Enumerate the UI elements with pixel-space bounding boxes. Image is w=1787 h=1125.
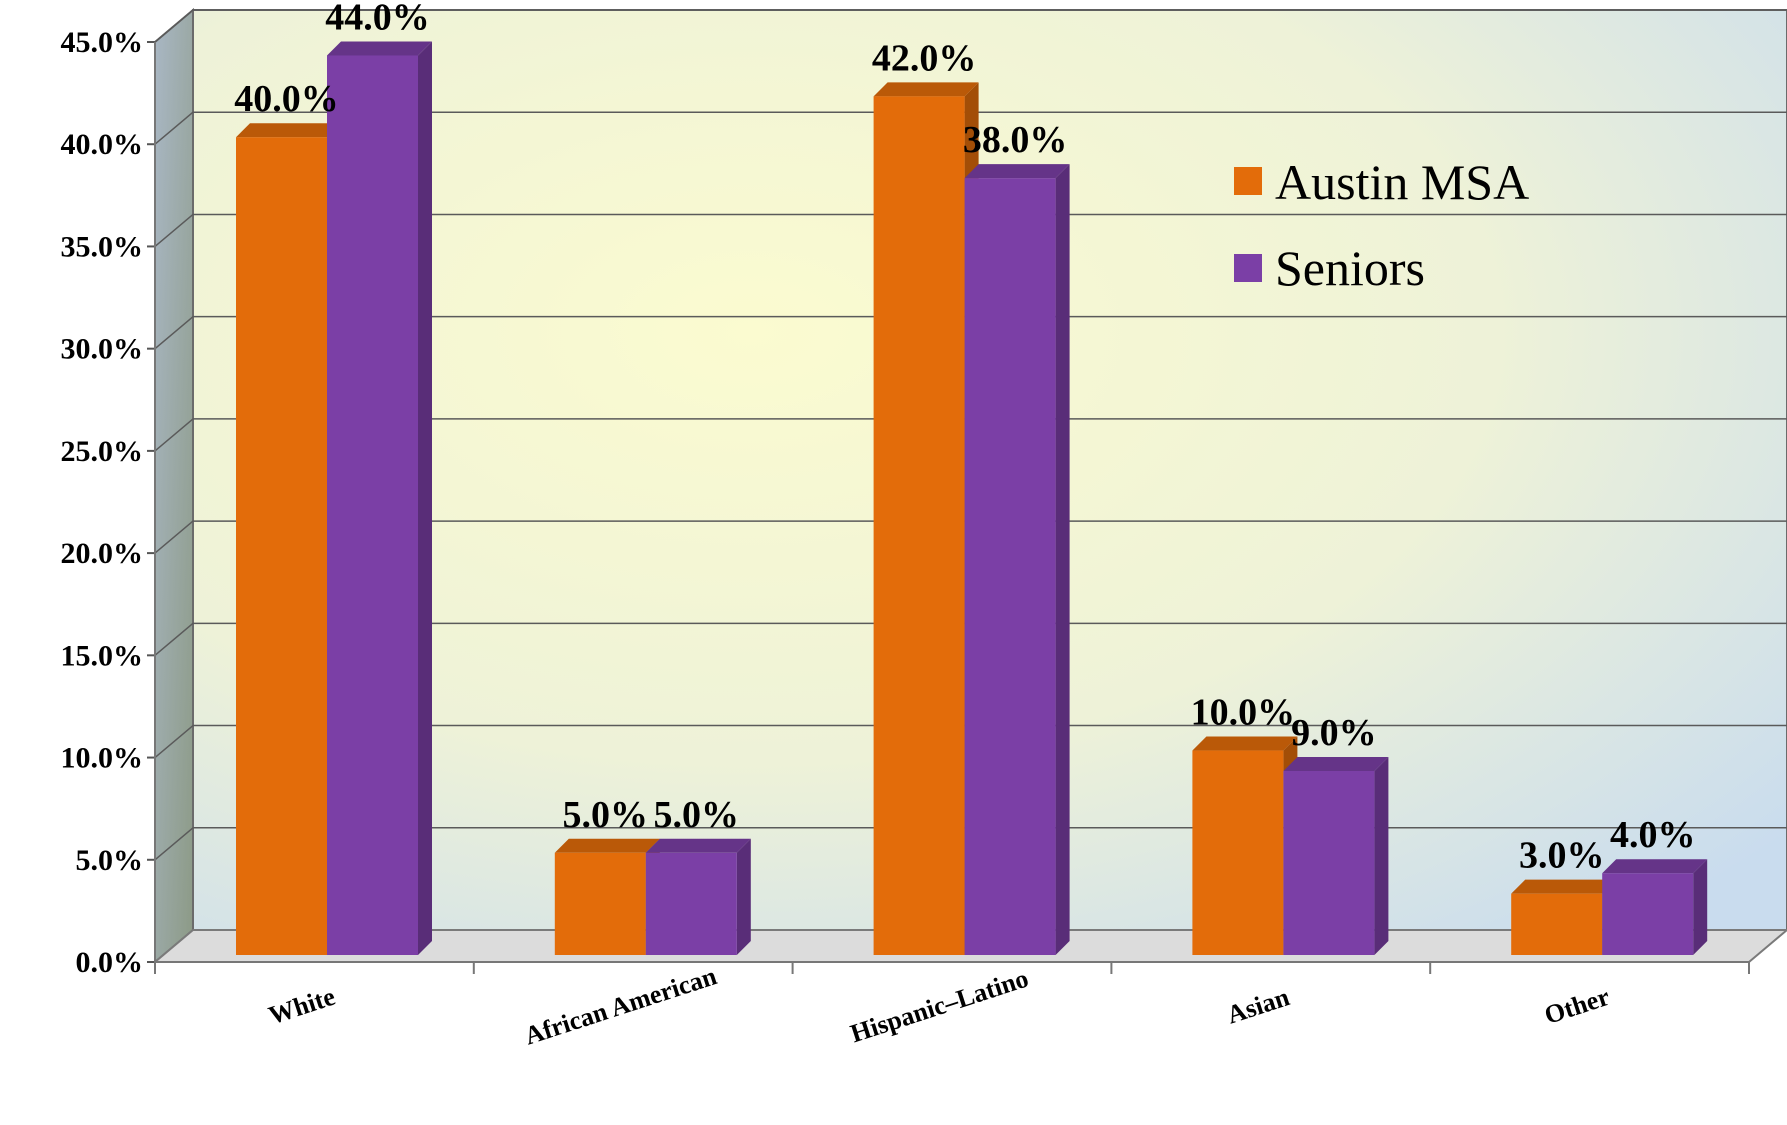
data-label: 3.0% — [1519, 835, 1605, 877]
bar-top-face — [645, 838, 751, 853]
data-label: 9.0% — [1291, 712, 1377, 754]
y-tick-label: 40.0% — [61, 128, 144, 161]
bar-seniors — [964, 164, 1070, 956]
bar-front-face — [1283, 771, 1375, 955]
x-category-label: Hispanic–Latino — [847, 964, 1032, 1049]
data-labels: 40.0% 44.0% 5.0% 5.0% 42.0% 38.0% 10.0%9.0% 3.0… — [234, 0, 1695, 877]
bar-front-face — [554, 852, 646, 955]
legend: Austin MSA Seniors — [1234, 154, 1529, 296]
bar-front-face — [964, 178, 1056, 956]
legend-label-austin-msa: Austin MSA — [1275, 154, 1529, 210]
plot-side-wall — [154, 7, 194, 965]
y-tick-label: 30.0% — [61, 333, 144, 366]
x-axis: White African American Hispanic–Latino Asia… — [154, 961, 1750, 1051]
bar-seniors — [327, 41, 432, 955]
data-label: 38.0% — [963, 119, 1068, 161]
bar-side-face — [1693, 859, 1708, 955]
bar-side-face — [736, 838, 751, 955]
bar-side-face — [1374, 757, 1389, 955]
bar-front-face — [645, 852, 737, 955]
bar-top-face — [1192, 736, 1298, 751]
bar-front-face — [1511, 893, 1603, 955]
bar-top-face — [554, 838, 660, 853]
gridline-side — [154, 111, 194, 145]
gridline-side — [154, 316, 194, 350]
bar-austin-msa — [1192, 736, 1298, 955]
bar-top-face — [236, 123, 341, 138]
y-tick-label: 35.0% — [61, 230, 144, 263]
bar-top-face — [873, 82, 979, 97]
data-label: 4.0% — [1610, 814, 1696, 856]
y-tick-label: 5.0% — [76, 844, 144, 877]
x-category-label: White — [265, 982, 339, 1031]
gridline-side — [154, 622, 194, 656]
bars — [236, 41, 1708, 956]
data-label: 42.0% — [872, 37, 977, 79]
bar-top-face — [1511, 879, 1617, 894]
bar-top-face — [964, 164, 1070, 179]
bar-side-face — [1055, 164, 1070, 956]
y-tick-label: 10.0% — [61, 742, 144, 775]
y-tick-label: 0.0% — [76, 946, 144, 979]
bar-front-face — [1602, 873, 1694, 955]
x-category-label: Asian — [1223, 982, 1293, 1029]
bar-front-face — [236, 137, 327, 955]
x-category-label: African American — [521, 961, 721, 1051]
bar-front-face — [873, 96, 965, 956]
bar-seniors — [1602, 859, 1708, 955]
x-category-label: Other — [1541, 982, 1613, 1030]
gridline-side — [154, 9, 194, 43]
data-label: 5.0% — [563, 794, 649, 836]
bar-front-face — [327, 55, 418, 955]
bar-austin-msa — [236, 123, 341, 955]
gridline-side — [154, 724, 194, 759]
data-label: 44.0% — [325, 0, 430, 38]
bar-seniors — [645, 838, 751, 955]
bar-side-face — [418, 41, 432, 955]
bar-top-face — [1602, 859, 1708, 874]
gridline-side — [154, 418, 194, 452]
gridline-side — [154, 520, 194, 554]
bar-austin-msa — [554, 838, 660, 955]
legend-label-seniors: Seniors — [1275, 240, 1425, 296]
y-axis: 0.0% 5.0% 10.0% 15.0% 20.0% 25.0% 30.0% 35.0% 40… — [61, 26, 156, 979]
bar-front-face — [1192, 750, 1284, 955]
gridline-side — [154, 827, 194, 861]
bar-top-face — [327, 41, 432, 56]
bar-seniors — [1283, 757, 1389, 955]
bar-austin-msa — [873, 82, 979, 956]
data-label: 10.0% — [1191, 692, 1296, 734]
bar-austin-msa — [1511, 879, 1617, 955]
y-tick-label: 45.0% — [61, 26, 144, 59]
legend-swatch-seniors — [1234, 254, 1262, 282]
y-tick-label: 15.0% — [61, 639, 144, 672]
data-label: 40.0% — [234, 78, 339, 120]
data-label: 5.0% — [654, 794, 740, 836]
gridline-side — [154, 213, 194, 248]
y-tick-label: 25.0% — [61, 435, 144, 468]
legend-swatch-austin-msa — [1234, 167, 1262, 195]
bar-top-face — [1283, 757, 1389, 771]
y-tick-label: 20.0% — [61, 537, 144, 570]
